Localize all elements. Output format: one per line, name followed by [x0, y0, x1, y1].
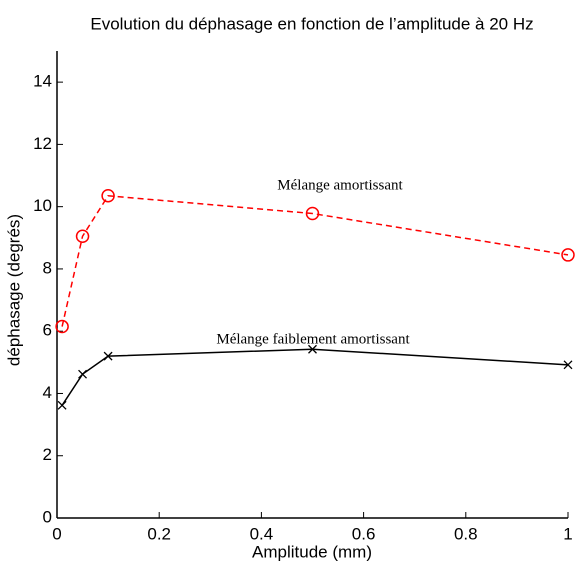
- marker: [305, 206, 320, 221]
- marker: [101, 189, 115, 203]
- marker: [561, 248, 575, 262]
- marker: [55, 319, 69, 334]
- x-tick-label: 0: [52, 524, 61, 543]
- y-tick-label: 4: [43, 383, 52, 402]
- marker: [75, 229, 90, 243]
- marker: [103, 351, 113, 361]
- y-tick-label: 2: [43, 445, 52, 464]
- y-tick-label: 12: [33, 134, 52, 153]
- x-tick-label: 0.2: [147, 524, 171, 543]
- x-axis-label: Amplitude (mm): [252, 542, 372, 561]
- y-tick-label: 0: [43, 507, 52, 526]
- x-tick-label: 0.8: [454, 524, 478, 543]
- series-line: [61, 348, 569, 406]
- series-label: Mélange faiblement amortissant: [216, 331, 410, 347]
- chart-title: Evolution du déphasage en fonction de l’…: [90, 14, 533, 33]
- x-tick-label: 1: [563, 524, 572, 543]
- y-tick-label: 8: [43, 258, 52, 277]
- series-line: [61, 194, 569, 327]
- marker: [563, 360, 573, 370]
- y-axis-label: déphasage (degrés): [4, 214, 23, 366]
- marker: [57, 400, 67, 410]
- y-tick-label: 10: [33, 196, 52, 215]
- y-tick-label: 6: [43, 321, 52, 340]
- marker: [308, 344, 317, 354]
- marker: [78, 369, 88, 379]
- y-tick-label: 14: [33, 72, 52, 91]
- x-tick-label: 0.6: [352, 524, 376, 543]
- x-tick-label: 0.4: [250, 524, 274, 543]
- series-label: Mélange amortissant: [277, 177, 403, 193]
